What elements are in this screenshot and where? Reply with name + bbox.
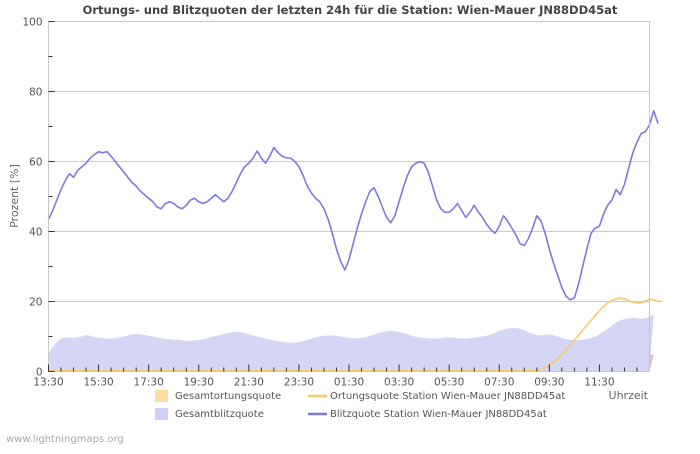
x-tick-label: 05:30	[434, 377, 464, 389]
y-tick-label: 20	[29, 297, 42, 309]
y-tick-label: 80	[29, 87, 42, 99]
legend-swatch	[155, 408, 168, 420]
legend-item-label: Gesamtortungsquote	[175, 391, 281, 402]
grid-layer	[48, 21, 650, 302]
line-series	[47, 109, 659, 301]
x-tick-label: 03:30	[384, 377, 414, 389]
x-tick-label: 09:30	[534, 377, 564, 389]
x-tick-label: 21:30	[234, 377, 264, 389]
legend-item-label: Ortungsquote Station Wien-Mauer JN88DD45…	[330, 391, 565, 402]
line-series-layer	[47, 109, 663, 372]
x-axis-title: Uhrzeit	[609, 389, 649, 402]
legend-item-label: Gesamtblitzquote	[175, 409, 264, 420]
watermark-label: www.lightningmaps.org	[6, 434, 124, 445]
x-tick-label: 01:30	[334, 377, 364, 389]
x-tick-label: 19:30	[184, 377, 214, 389]
legend-swatch	[155, 390, 168, 402]
x-tick-label: 17:30	[134, 377, 164, 389]
x-tick-label: 23:30	[284, 377, 314, 389]
x-tick-label: 15:30	[83, 377, 113, 389]
x-axis-ticks: 13:30 15:30 17:30 19:30 21:30 23:30 01:30 03:30…	[33, 364, 638, 389]
x-tick-label: 11:30	[584, 377, 614, 389]
y-tick-label: 60	[29, 157, 42, 169]
y-axis-ticks: 0 20 40 60 80 100	[22, 17, 55, 379]
area-series-layer	[48, 314, 654, 372]
y-axis-title: Prozent [%]	[8, 164, 21, 228]
area-series	[48, 314, 654, 372]
y-tick-label: 40	[29, 227, 42, 239]
x-tick-label: 13:30	[33, 377, 63, 389]
chart-legend: Gesamtortungsquote Gesamtblitzquote Ortung…	[155, 390, 565, 420]
y-tick-label: 100	[22, 17, 42, 29]
chart-title: Ortungs- und Blitzquoten der letzten 24h…	[83, 3, 618, 17]
y-tick-label: 0	[36, 367, 43, 379]
legend-item-label: Blitzquote Station Wien-Mauer JN88DD45at	[330, 409, 547, 420]
line-series	[47, 297, 663, 372]
x-tick-label: 07:30	[484, 377, 514, 389]
